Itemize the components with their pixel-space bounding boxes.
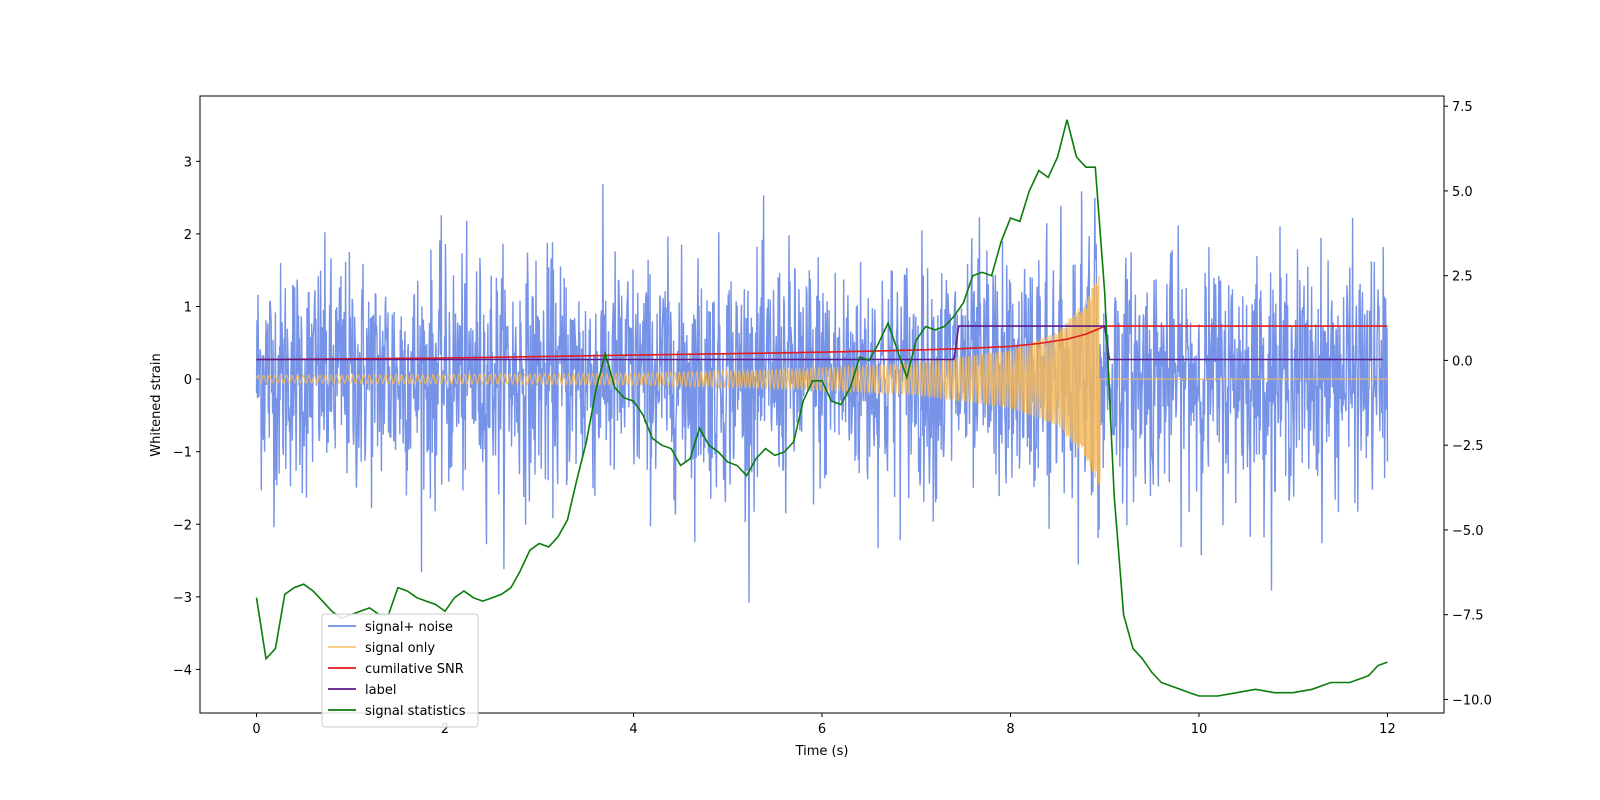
y-left-tick-label: 0: [184, 373, 192, 388]
legend-label: label: [365, 683, 396, 698]
x-axis-label: Time (s): [795, 744, 849, 759]
x-tick-label: 2: [441, 722, 449, 737]
x-axis: 0 2 4 6 8 10 12: [252, 713, 1396, 737]
x-tick-label: 4: [629, 722, 637, 737]
y-left-tick-label: 3: [184, 155, 192, 170]
y-left-tick-label: −1: [173, 446, 192, 461]
y-right-tick-label: 0.0: [1452, 354, 1473, 369]
y-right-tick-label: −7.5: [1452, 609, 1484, 624]
series-line-cumilative-snr: [256, 325, 1388, 361]
y-right-tick-label: 7.5: [1452, 100, 1473, 115]
y-left-tick-label: −3: [173, 591, 192, 606]
x-tick-label: 10: [1191, 722, 1208, 737]
legend-label: signal statistics: [365, 704, 466, 719]
y-left-tick-label: 2: [184, 228, 192, 243]
x-tick-label: 6: [818, 722, 826, 737]
legend-box: [321, 613, 479, 728]
y-left-tick-label: −2: [173, 518, 192, 533]
series-signal-noise-line: [255, 183, 1389, 603]
series-4: [255, 119, 1388, 697]
series-line-label: [256, 325, 1383, 361]
y-right-tick-label: 5.0: [1452, 185, 1473, 200]
y-right-tick-label: 2.5: [1452, 270, 1473, 285]
series-0: [255, 183, 1389, 603]
x-tick-label: 8: [1006, 722, 1014, 737]
series-1: [255, 275, 1388, 485]
x-tick-label: 12: [1379, 722, 1396, 737]
series-signal-only-line: [255, 275, 1388, 485]
y-left-tick-label: −4: [173, 663, 192, 678]
series-line-signal-statistics: [255, 119, 1388, 697]
x-tick-label: 0: [252, 722, 260, 737]
series-2: [256, 325, 1388, 361]
y-right-tick-label: −2.5: [1452, 439, 1484, 454]
legend-label: signal only: [365, 641, 435, 656]
series-3: [256, 325, 1383, 361]
series-layer: [255, 119, 1389, 697]
y-right-tick-label: −5.0: [1452, 524, 1484, 539]
legend-label: signal+ noise: [365, 620, 453, 635]
y-right-tick-label: −10.0: [1452, 693, 1492, 708]
legend-label: cumilative SNR: [365, 662, 464, 677]
y-left-tick-label: 1: [184, 301, 192, 316]
y-axis-label: Whitened strain: [149, 353, 164, 456]
y-axis-left: −4 −3 −2 −1 0 1 2 3: [173, 155, 200, 678]
legend: signal+ noise signal only cumilative SNR la…: [321, 613, 479, 728]
y-axis-right: −10.0 −7.5 −5.0 −2.5 0.0 2.5 5.0 7.5: [1444, 100, 1492, 708]
